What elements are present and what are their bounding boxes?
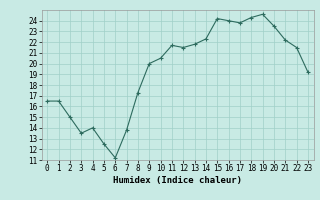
X-axis label: Humidex (Indice chaleur): Humidex (Indice chaleur) (113, 176, 242, 185)
